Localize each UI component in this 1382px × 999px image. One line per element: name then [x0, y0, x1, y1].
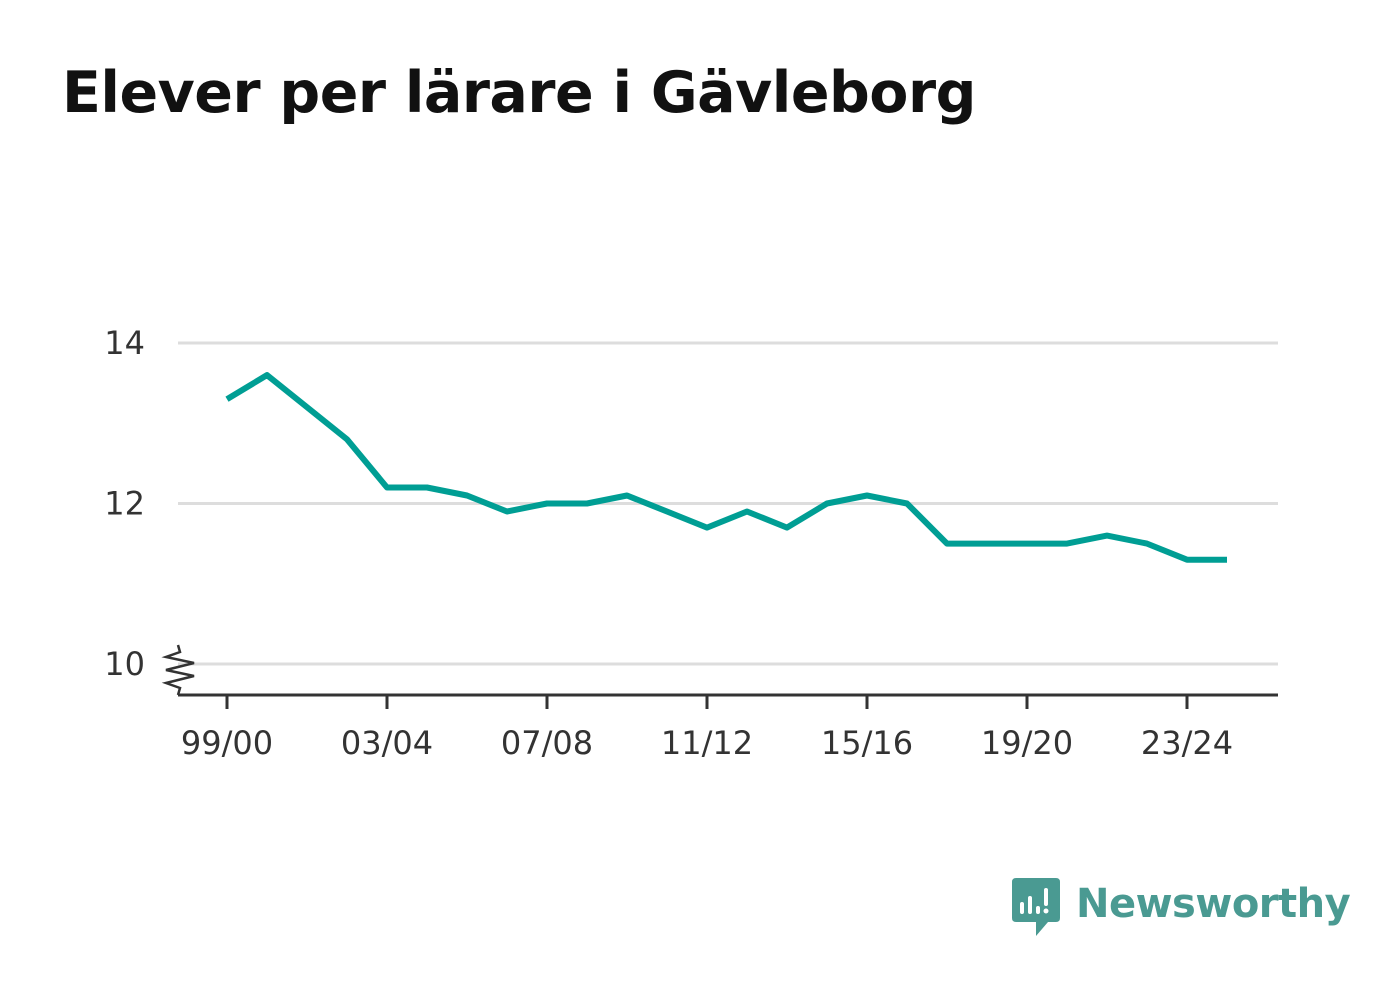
brand-name: Newsworthy [1076, 881, 1351, 927]
x-tick-label-15-16: 15/16 [821, 724, 913, 762]
y-axis-ticks: 10 12 14 [104, 324, 145, 683]
x-tick-label-19-20: 19/20 [981, 724, 1073, 762]
x-tick-label-11-12: 11/12 [661, 724, 753, 762]
y-tick-label-14: 14 [104, 324, 145, 362]
chart-title: Elever per lärare i Gävleborg [62, 60, 976, 126]
x-tick-label-03-04: 03/04 [341, 724, 433, 762]
x-axis [161, 644, 1278, 697]
newsworthy-logo-icon [1012, 878, 1060, 936]
x-tick-label-07-08: 07/08 [501, 724, 593, 762]
series-layer [225, 372, 1227, 563]
brand-logo: Newsworthy [1010, 878, 1351, 940]
x-tick-label-23-24: 23/24 [1141, 724, 1233, 762]
gridlines [178, 341, 1278, 666]
series-line-0 [225, 372, 1227, 563]
x-axis-ticks: 99/00 03/04 07/08 11/12 15/16 19/20 23/24 [181, 695, 1233, 762]
axis-break-zigzag [161, 644, 195, 696]
x-tick-label-99-00: 99/00 [181, 724, 273, 762]
y-tick-label-12: 12 [104, 485, 145, 523]
y-tick-label-10: 10 [104, 645, 145, 683]
